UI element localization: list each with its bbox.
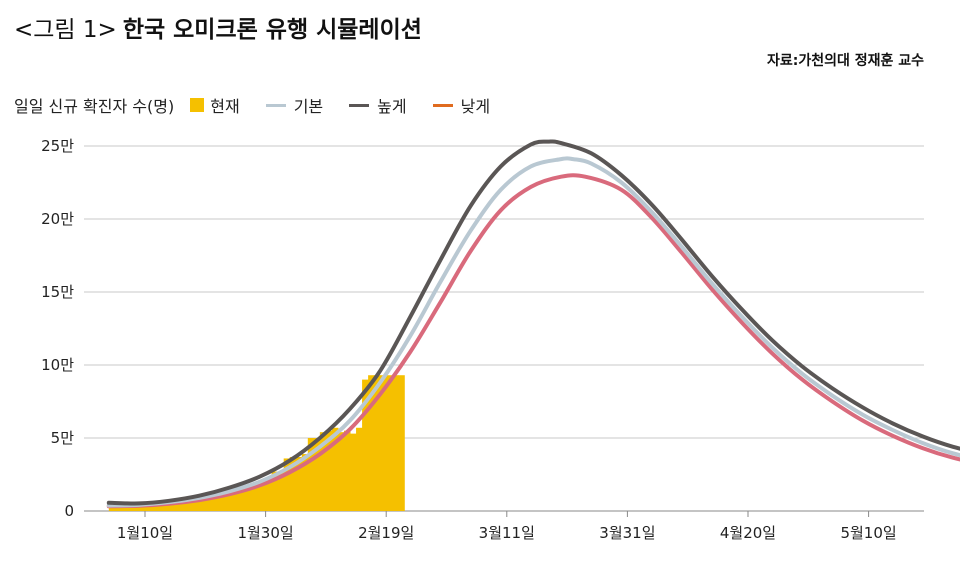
actual-bar <box>108 506 122 511</box>
legend-label-low: 낮게 <box>460 97 491 116</box>
actual-bar <box>331 427 339 511</box>
actual-bar <box>229 492 242 511</box>
y-tick-label: 20만 <box>41 210 74 228</box>
legend-label-high: 높게 <box>377 97 407 116</box>
x-tick-label: 4월20일 <box>720 524 776 542</box>
legend: 일일 신규 확진자 수(명) 현재 기본 높게 낮게 <box>14 93 516 117</box>
actual-bar <box>138 505 158 511</box>
actual-bar <box>374 375 381 511</box>
actual-bar <box>380 375 387 511</box>
chart-title: <그림 1> 한국 오미크론 유행 시뮬레이션 <box>14 10 422 44</box>
y-tick-label: 0 <box>64 502 74 520</box>
actual-bar <box>241 487 255 511</box>
actual-bar <box>259 483 267 511</box>
actual-bar <box>301 454 309 511</box>
x-tick-label: 3월31일 <box>599 524 655 542</box>
y-tick-label: 10만 <box>41 356 74 374</box>
figure-number: <그림 1> <box>14 17 117 43</box>
actual-bar <box>350 433 357 511</box>
y-axis-label: 일일 신규 확진자 수(명) <box>14 97 175 116</box>
x-tick-label: 2월19일 <box>358 524 414 542</box>
series-line-낮게 <box>106 173 960 509</box>
actual-bar <box>356 427 363 511</box>
legend-item-base: 기본 <box>265 93 324 117</box>
actual-bar <box>283 458 291 511</box>
legend-swatch-current <box>190 98 205 112</box>
actual-bar <box>386 375 393 511</box>
legend-label-current: 현재 <box>210 97 240 116</box>
x-tick-label: 3월11일 <box>479 524 535 542</box>
legend-swatch-high <box>349 103 370 107</box>
actual-bar <box>368 375 375 511</box>
actual-bar <box>337 432 345 511</box>
y-tick-label: 5만 <box>51 429 75 447</box>
y-tick-label: 15만 <box>41 283 74 301</box>
legend-swatch-base <box>265 103 286 107</box>
legend-swatch-low <box>432 103 453 107</box>
actual-bar <box>392 375 399 511</box>
actual-bar <box>319 432 327 511</box>
x-tick-label: 5월10일 <box>840 524 896 542</box>
actual-bar <box>157 504 176 511</box>
actual-bar <box>398 375 405 511</box>
x-tick-label: 1월10일 <box>117 524 173 542</box>
actual-bar <box>325 430 333 511</box>
legend-label-base: 기본 <box>293 97 324 116</box>
series-line-높게 <box>106 139 960 506</box>
legend-item-low: 낮게 <box>432 93 491 117</box>
series-line-기본 <box>106 156 960 508</box>
actual-bar <box>343 430 351 511</box>
legend-item-high: 높게 <box>349 93 407 117</box>
actual-bar <box>175 501 194 511</box>
source-credit: 자료:가천의대 정재훈 교수 <box>766 53 924 69</box>
actual-bar <box>265 478 273 511</box>
actual-bar <box>253 484 261 511</box>
title-text: 한국 오미크론 유행 시뮬레이션 <box>122 17 422 43</box>
actual-bar <box>362 379 369 511</box>
x-tick-label: 1월30일 <box>237 524 293 542</box>
legend-item-current: 현재 <box>190 93 240 117</box>
y-tick-label: 25만 <box>41 137 74 155</box>
